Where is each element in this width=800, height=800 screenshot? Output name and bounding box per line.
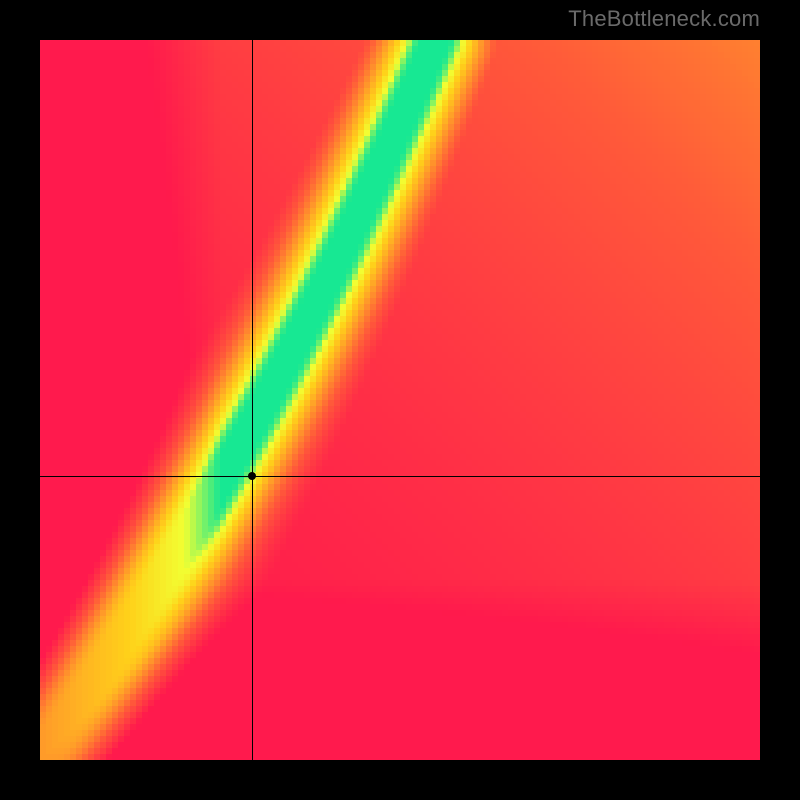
crosshair-horizontal — [40, 476, 760, 477]
marker-dot — [248, 472, 256, 480]
watermark-text: TheBottleneck.com — [568, 6, 760, 32]
crosshair-vertical — [252, 40, 253, 760]
heatmap-canvas — [40, 40, 760, 760]
bottleneck-heatmap — [40, 40, 760, 760]
